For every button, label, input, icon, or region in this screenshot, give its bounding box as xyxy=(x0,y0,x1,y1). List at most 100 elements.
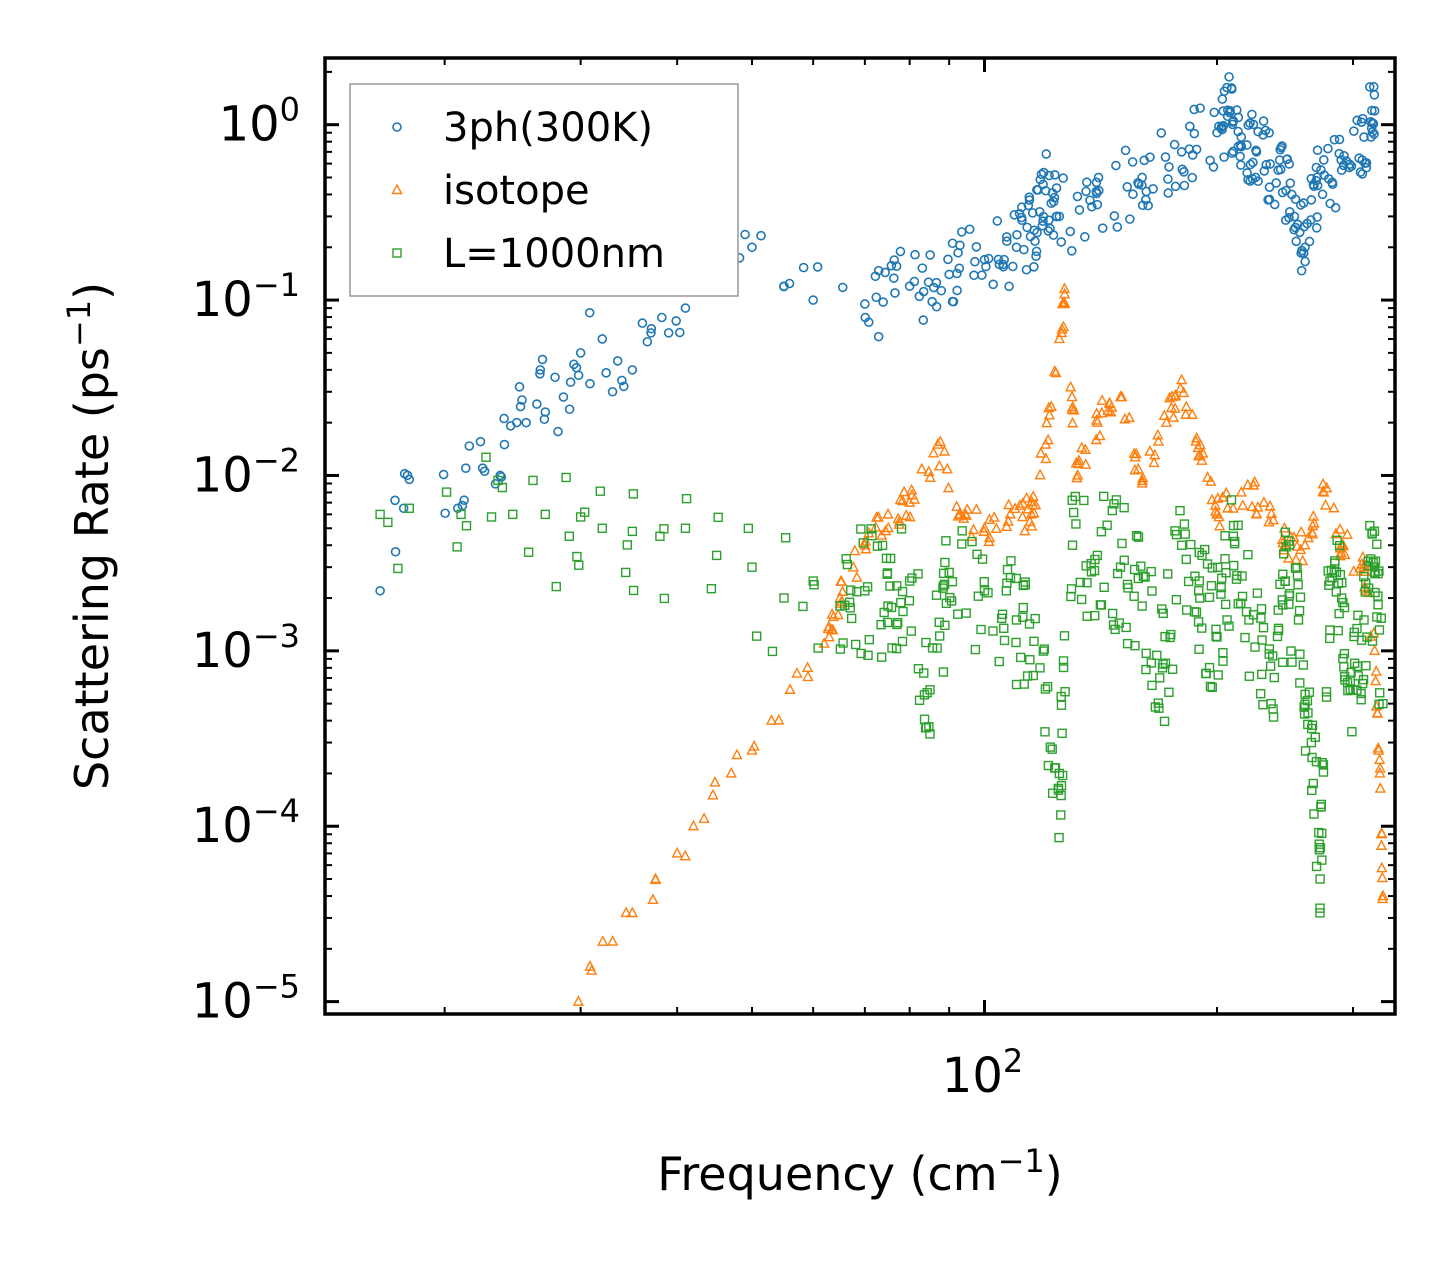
data-point xyxy=(1359,132,1369,142)
data-point xyxy=(1064,380,1077,392)
data-point xyxy=(1160,152,1171,162)
data-point xyxy=(880,267,890,278)
data-point xyxy=(1050,763,1060,773)
data-point xyxy=(918,315,929,325)
data-point xyxy=(1097,223,1108,233)
data-point xyxy=(983,513,996,525)
data-point xyxy=(1194,586,1204,596)
data-point xyxy=(1059,631,1070,641)
data-point xyxy=(938,667,949,677)
data-point xyxy=(1165,632,1175,643)
data-point xyxy=(1180,400,1193,412)
data-point xyxy=(845,603,855,613)
data-point xyxy=(481,452,491,462)
data-point xyxy=(1227,502,1239,513)
data-point xyxy=(597,334,608,344)
data-point xyxy=(1316,799,1327,810)
data-point xyxy=(1033,185,1043,195)
data-point xyxy=(1367,105,1377,116)
data-point xyxy=(961,608,971,618)
data-point xyxy=(1002,515,1014,526)
data-point xyxy=(1028,506,1040,518)
data-point xyxy=(1319,498,1332,510)
data-point xyxy=(1223,105,1233,115)
data-point xyxy=(1169,139,1180,150)
data-point xyxy=(1261,159,1272,170)
data-point xyxy=(1170,526,1180,536)
data-point xyxy=(1281,542,1291,552)
data-point xyxy=(375,585,385,596)
data-point xyxy=(1293,615,1304,625)
data-point xyxy=(919,690,930,700)
data-point xyxy=(983,253,994,264)
data-point xyxy=(1057,770,1068,781)
data-point xyxy=(1067,400,1079,412)
data-point xyxy=(1233,520,1243,530)
data-point xyxy=(1174,382,1187,393)
data-point xyxy=(1111,160,1121,171)
data-point xyxy=(706,584,717,594)
data-point xyxy=(940,557,950,568)
data-point xyxy=(1373,591,1383,601)
data-point xyxy=(707,788,719,800)
data-point xyxy=(882,568,893,578)
data-point xyxy=(393,563,403,574)
data-point xyxy=(1240,632,1250,643)
data-point xyxy=(1081,177,1092,188)
data-point xyxy=(898,485,910,497)
data-point xyxy=(1295,200,1306,210)
data-point xyxy=(1264,182,1275,192)
data-point xyxy=(988,279,998,290)
data-point xyxy=(964,224,975,235)
data-point xyxy=(698,812,710,824)
data-point xyxy=(1127,157,1138,167)
data-point xyxy=(1243,549,1253,560)
data-point xyxy=(904,596,915,606)
data-point xyxy=(1094,429,1106,441)
data-point xyxy=(1294,605,1305,616)
data-point xyxy=(1330,527,1342,539)
data-point xyxy=(1021,264,1032,275)
data-point xyxy=(647,893,659,905)
data-point xyxy=(1090,554,1100,565)
data-point xyxy=(1152,650,1162,661)
data-point xyxy=(1284,159,1294,169)
data-point xyxy=(907,573,917,583)
data-point xyxy=(580,507,590,517)
data-point xyxy=(1181,605,1192,615)
data-point xyxy=(1119,555,1129,565)
data-point xyxy=(942,481,955,493)
data-point xyxy=(1310,732,1321,742)
data-point xyxy=(713,512,723,523)
data-point xyxy=(1169,402,1181,413)
data-point xyxy=(1040,727,1050,737)
data-point xyxy=(1212,492,1224,503)
data-point xyxy=(565,377,576,388)
data-point xyxy=(681,493,692,504)
data-point xyxy=(1245,118,1255,128)
data-point xyxy=(779,593,789,603)
data-point xyxy=(972,549,982,560)
data-point xyxy=(885,553,896,564)
data-point xyxy=(1265,159,1275,169)
data-point xyxy=(1004,507,1016,519)
data-point xyxy=(1002,578,1012,588)
data-point xyxy=(1117,538,1127,549)
data-point xyxy=(941,536,951,546)
data-point xyxy=(561,472,571,483)
data-point xyxy=(1186,408,1199,420)
data-point xyxy=(876,619,886,630)
data-point xyxy=(461,521,472,531)
data-point xyxy=(1001,232,1012,242)
data-point xyxy=(1056,322,1068,334)
data-point xyxy=(927,296,937,307)
data-point xyxy=(1373,753,1386,765)
data-point xyxy=(508,509,518,520)
data-point xyxy=(1029,636,1039,647)
data-point xyxy=(1207,682,1217,693)
data-point xyxy=(649,873,662,885)
data-point xyxy=(659,593,670,604)
data-point xyxy=(1339,602,1350,613)
data-point xyxy=(1129,450,1141,462)
